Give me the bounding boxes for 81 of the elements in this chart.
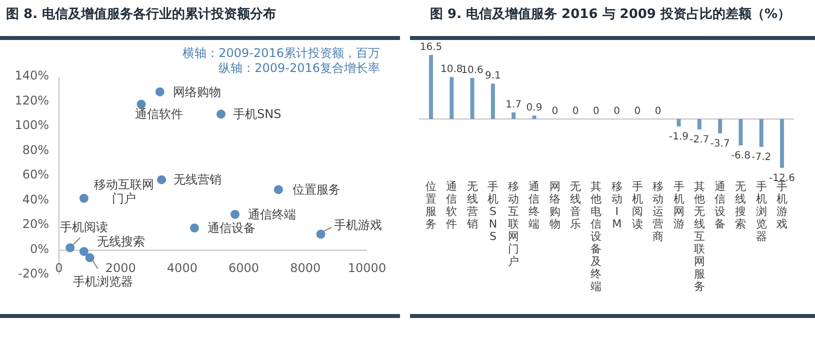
bar: [490, 84, 495, 119]
data-label: -6.8: [730, 150, 750, 162]
point: [85, 253, 94, 262]
chart-title: 图 8. 电信及增值服务各行业的累计投资额分布: [6, 6, 276, 22]
data-label: -3.7: [710, 138, 730, 150]
point: [316, 230, 326, 239]
chart-title: 图 9. 电信及增值服务 2016 与 2009 投资占比的差额（%）: [430, 6, 791, 22]
data-label: 0: [572, 106, 579, 117]
x-tick-label: 无线营销: [466, 180, 478, 230]
bar: [512, 112, 516, 119]
data-label: 1.7: [506, 99, 522, 110]
x-tick-label: 无线搜索: [735, 180, 746, 230]
y-tick-label: -20%: [18, 266, 49, 280]
y-tick-label: 140%: [14, 68, 49, 82]
point: [79, 194, 88, 203]
x-tick-label: 网络购物: [549, 180, 560, 230]
bar: [738, 119, 743, 146]
text: 横轴：2009-2016累计投资额，百万: [182, 46, 380, 60]
data-label: 10.6: [461, 64, 484, 76]
data-label: 0: [634, 106, 641, 117]
bar: [697, 119, 702, 130]
data-label: 0: [654, 106, 662, 117]
data-label: 9.1: [484, 70, 501, 82]
x-tick-label: 手机游戏: [776, 180, 788, 230]
data-label: 10.8: [440, 64, 463, 76]
data-label: -7.2: [752, 152, 772, 163]
x-tick-label: 手机网游: [673, 180, 684, 230]
x-tick-label: 手机SNS: [487, 180, 498, 243]
x-tick-label: 手机阅读: [632, 180, 643, 230]
category-label: 其他无线互联网服务: [694, 180, 705, 293]
y-tick-label: 20%: [22, 217, 49, 231]
x-tick-label: 位置服务: [426, 180, 436, 230]
x-tick-label: 无线音乐: [570, 180, 582, 230]
x-tick-label: 4000: [166, 261, 198, 275]
point: [157, 175, 166, 184]
bar: [470, 78, 474, 119]
x-tick-label: 手机浏览器: [756, 180, 767, 243]
bar: [718, 119, 722, 134]
point: [155, 87, 164, 96]
y-tick-label: 60%: [22, 168, 49, 182]
y-tick-label: 100%: [14, 118, 49, 132]
x-tick-label: 通信设备: [714, 180, 726, 230]
x-tick-label: 通信终端: [528, 180, 540, 230]
y-tick-label: 0%: [30, 242, 49, 256]
point: [190, 223, 200, 232]
bar: [780, 119, 784, 168]
data-label: 16.5: [420, 42, 442, 53]
x-tick-label: 移动IM: [611, 180, 622, 230]
y-tick-label: 40%: [22, 192, 49, 206]
data-label: 0: [592, 106, 600, 117]
point: [216, 110, 226, 119]
data-label: 0: [552, 106, 558, 117]
bar: [676, 119, 681, 126]
bar: [532, 116, 536, 119]
bar: [450, 77, 454, 119]
data-label: 0: [614, 106, 620, 117]
x-tick-label: 移动互联网门户: [508, 180, 520, 268]
point: [230, 210, 240, 219]
annotation: 手机SNS: [233, 107, 282, 122]
x-tick-label: 8000: [290, 261, 321, 275]
x-tick-label: 通信软件: [446, 180, 458, 230]
point: [66, 243, 75, 252]
y-tick-label: 80%: [22, 142, 49, 157]
annotation: 手机浏览器: [72, 274, 133, 289]
x-tick-label: 2000: [105, 261, 136, 275]
text: 纵轴：2009-2016复合增长率: [218, 61, 380, 75]
point: [274, 185, 283, 194]
x-tick-label: 6000: [228, 261, 260, 275]
category-label: 其他电信设备及终端: [590, 180, 602, 293]
x-tick-label: 0: [55, 261, 63, 275]
annotation: 通信软件: [135, 107, 184, 122]
x-tick-label: 移动运营商: [652, 180, 664, 243]
data-label: 0.9: [526, 102, 542, 114]
annotation: 网络购物: [172, 84, 221, 99]
point: [79, 246, 88, 256]
bar: [429, 55, 433, 119]
bar: [759, 119, 764, 147]
data-label: -2.7: [690, 134, 710, 146]
data-label: -1.9: [669, 131, 689, 142]
y-tick-label: 120%: [14, 93, 49, 108]
x-tick-label: 10000: [348, 261, 386, 275]
